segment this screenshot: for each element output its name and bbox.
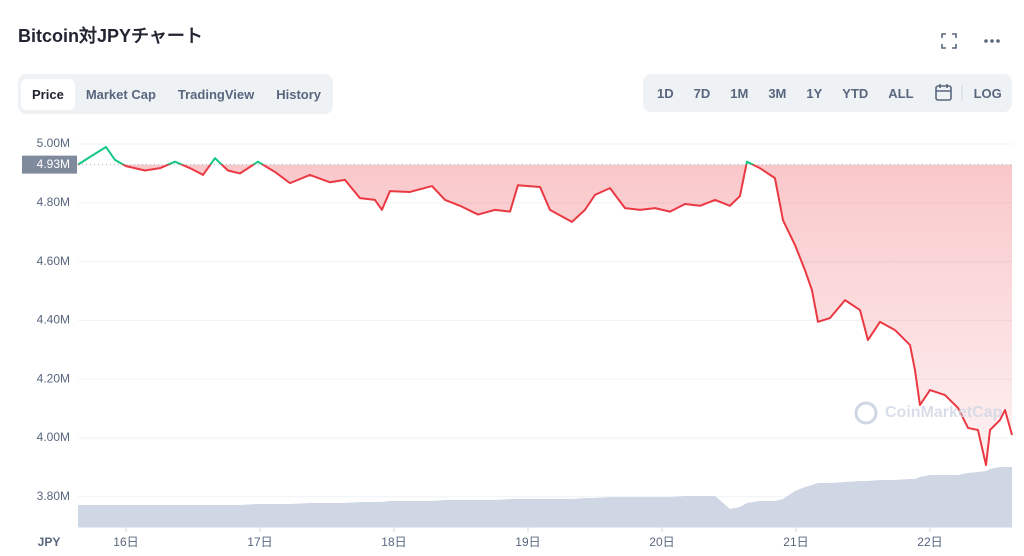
watermark-logo: [854, 401, 878, 425]
range-button[interactable]: 3M: [768, 85, 787, 101]
x-tick-label: 20日: [649, 535, 674, 549]
y-tick-label: 4.20M: [37, 371, 70, 385]
tab[interactable]: History: [276, 86, 322, 102]
y-tick-label: 4.60M: [37, 254, 70, 268]
toolbar-icons: [941, 33, 1000, 49]
reference-label-bg: [22, 155, 77, 174]
x-tick-label: 19日: [515, 535, 540, 549]
y-tick-label: 4.40M: [37, 313, 70, 327]
price-fill: [123, 164, 1012, 465]
x-tick-label: 21日: [783, 535, 808, 549]
page-title: Bitcoin対JPYチャート: [18, 26, 203, 46]
currency-label: JPY: [38, 535, 61, 549]
fullscreen-icon[interactable]: [941, 33, 957, 49]
calendar-icon[interactable]: [924, 83, 964, 103]
range-button[interactable]: 7D: [693, 85, 711, 101]
range-button[interactable]: 1D: [657, 85, 674, 101]
x-tick-label: 17日: [247, 535, 272, 549]
y-tick-label: 5.00M: [37, 136, 70, 150]
range-button[interactable]: YTD: [842, 85, 869, 101]
tab[interactable]: Market Cap: [85, 86, 156, 102]
y-tick-label: 3.80M: [37, 489, 70, 503]
price-line: [77, 145, 1013, 466]
range-bar: 1D 7D 1M 3M 1Y YTD ALL LOG: [643, 74, 1012, 112]
x-tick-label: 18日: [381, 535, 406, 549]
log-button[interactable]: LOG: [973, 85, 1002, 101]
reference-label: 4.93M: [37, 157, 70, 171]
tab[interactable]: Price: [21, 78, 75, 110]
y-tick-label: 4.00M: [37, 430, 70, 444]
more-icon[interactable]: [984, 39, 1000, 43]
volume-area: [78, 467, 1012, 527]
watermark: CoinMarketCap: [885, 404, 1003, 421]
tab[interactable]: TradingView: [177, 86, 255, 102]
tab-bar: Price Market Cap TradingView History: [18, 74, 333, 114]
range-button[interactable]: 1Y: [806, 85, 823, 101]
range-button[interactable]: ALL: [888, 85, 914, 101]
range-button[interactable]: 1M: [730, 85, 749, 101]
y-tick-label: 4.80M: [37, 195, 70, 209]
x-tick-label: 16日: [113, 535, 138, 549]
x-tick-label: 22日: [917, 535, 942, 549]
